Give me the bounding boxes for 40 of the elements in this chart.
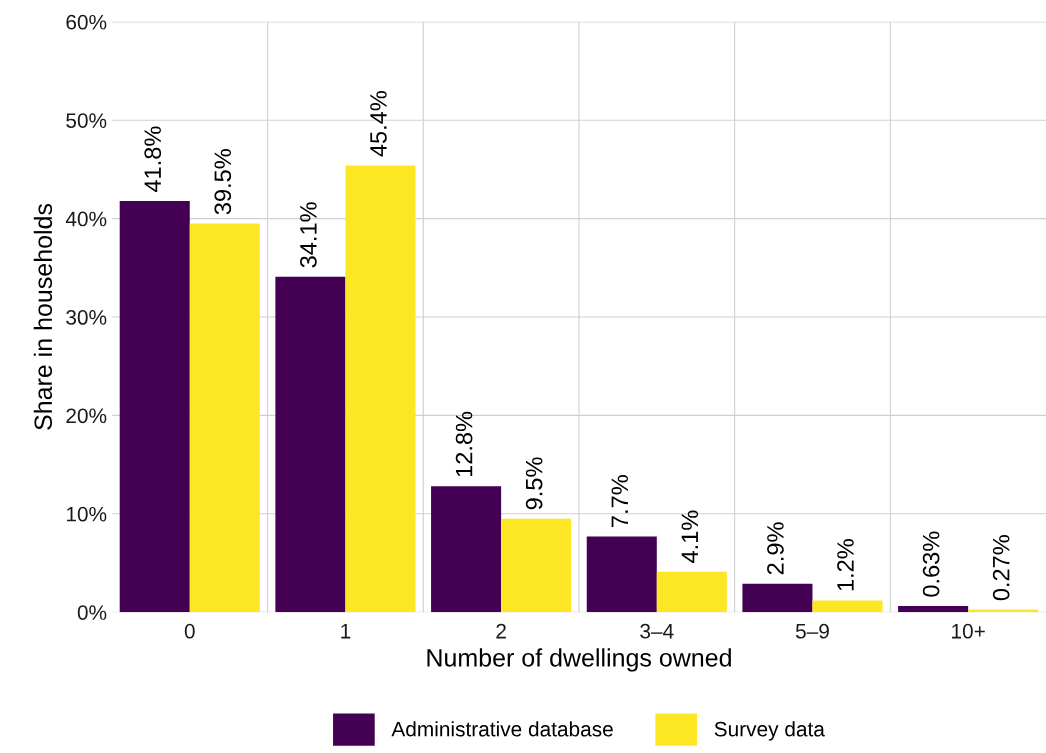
y-tick-label: 0% [77,605,107,620]
data-label: 2.9% [767,522,784,575]
y-tick-label: 60% [66,14,107,30]
bar [501,518,572,613]
y-tick-label: 40% [65,211,107,227]
legend-label: Administrative database [391,721,613,737]
data-label: 7.7% [611,475,629,527]
bar [812,600,883,613]
x-axis-title: Number of dwellings owned [427,648,731,672]
data-label: 41.8% [144,126,162,193]
x-tick-label: 10+ [952,623,985,639]
data-label: 0.63% [922,531,940,597]
x-tick-label: 0 [184,623,195,639]
y-axis-title: Share in households [33,203,53,430]
bar [742,583,813,613]
data-label: 9.5% [525,457,543,510]
bar [431,486,502,613]
x-tick-label: 3–4 [640,623,674,639]
data-label: 45.4% [370,91,387,157]
bar [656,571,727,613]
data-label: 4.1% [681,510,699,563]
y-tick-label: 20% [66,408,107,424]
x-tick-label: 5–9 [795,623,829,639]
data-label: 0.27% [992,535,1010,601]
bar [586,536,657,613]
x-tick-label: 2 [496,623,506,639]
y-tick-label: 50% [66,113,107,128]
bar [275,276,346,613]
data-label: 12.8% [455,411,473,477]
x-tick-label: 1 [341,624,351,639]
y-tick-label: 30% [66,310,107,325]
data-label: 34.1% [300,202,317,268]
data-label: 1.2% [837,539,854,591]
bar [345,165,416,613]
y-tick-label: 10% [66,506,107,522]
legend-label: Survey data [714,721,825,741]
bar [898,605,969,613]
data-label: 39.5% [214,149,232,215]
bar [189,223,260,613]
bar [119,200,190,613]
